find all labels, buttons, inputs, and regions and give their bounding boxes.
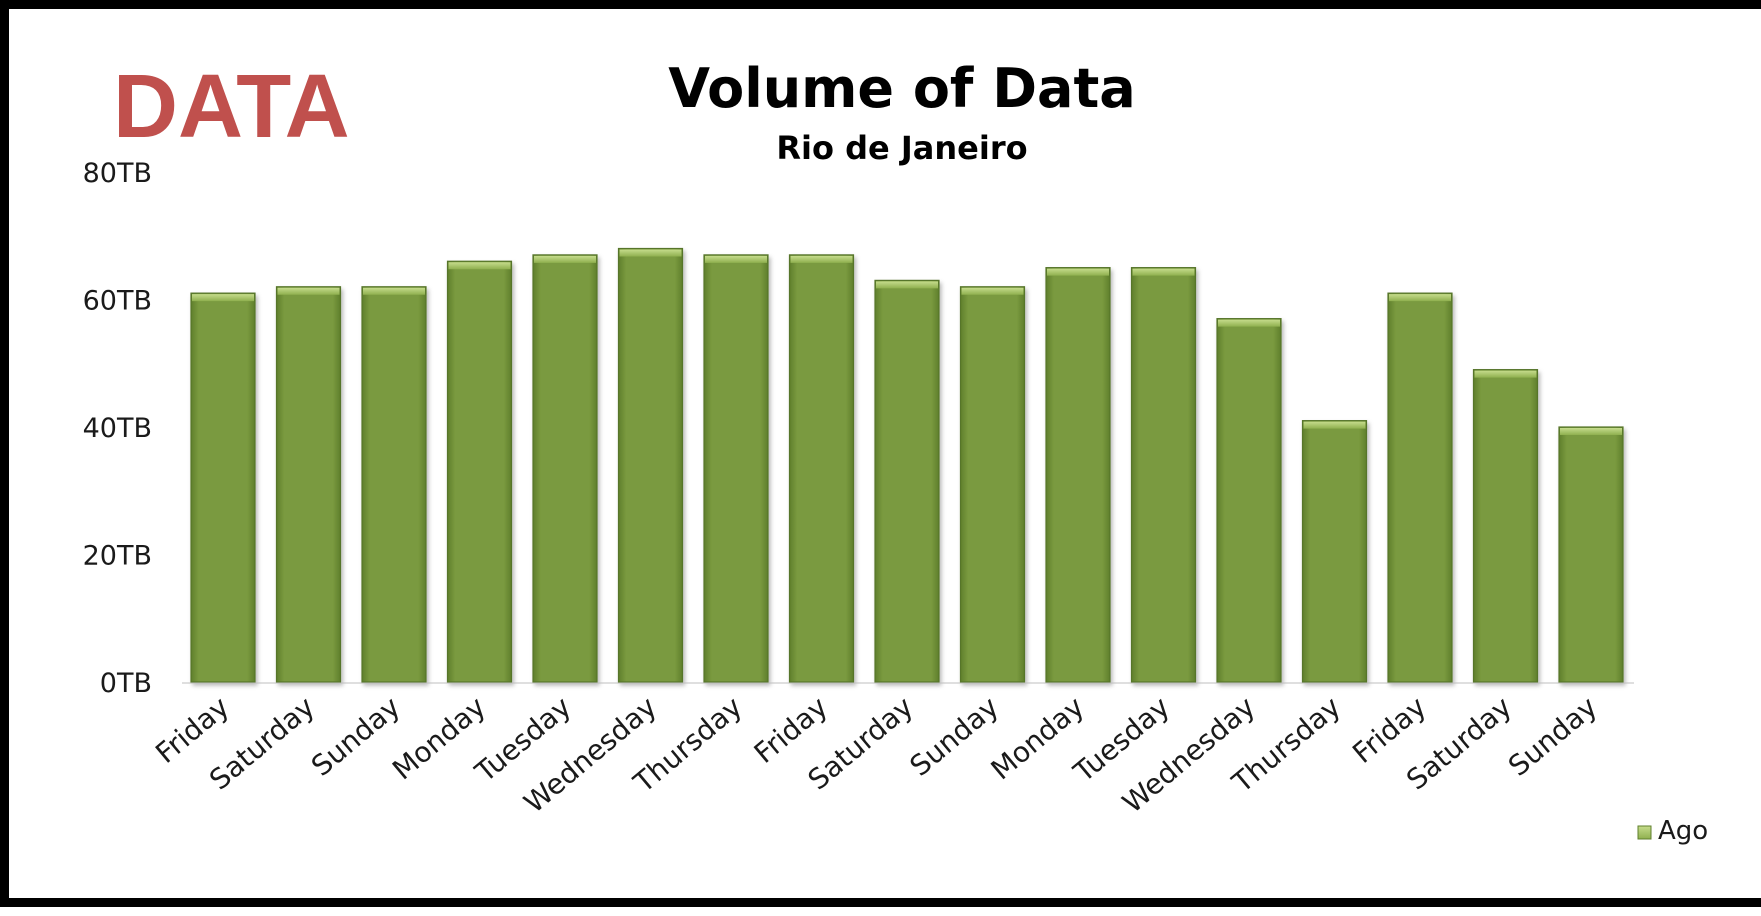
y-tick-label: 60TB (83, 286, 152, 317)
bar-body (1130, 267, 1197, 683)
bar-body (1216, 318, 1282, 683)
bar (617, 247, 684, 683)
bar (1387, 292, 1453, 683)
bar (532, 254, 598, 683)
bar-body (1387, 292, 1453, 683)
bar (1301, 420, 1368, 683)
bar (446, 260, 513, 683)
bar-body (446, 260, 513, 683)
bar (1045, 267, 1111, 683)
y-tick-label: 80TB (83, 158, 152, 189)
bar-body (190, 292, 256, 683)
bar-cap (876, 281, 938, 289)
bar (361, 286, 427, 683)
bar-cap (619, 249, 682, 257)
bar-chart: DATA Volume of Data Rio de Janeiro 0TB 20… (83, 57, 1709, 846)
bar-body (617, 247, 684, 683)
bar-body (703, 254, 769, 683)
y-tick-label: 0TB (100, 668, 152, 699)
bar-cap (363, 287, 425, 295)
bar-cap (1560, 428, 1622, 435)
x-tick-label: Sunday (1502, 690, 1603, 783)
bar (275, 286, 342, 683)
bar-cap (1389, 294, 1451, 302)
bar-cap (277, 287, 340, 295)
bar-body (1558, 426, 1624, 683)
y-tick-label: 20TB (83, 541, 152, 572)
bar (874, 279, 940, 683)
chart-subtitle: Rio de Janeiro (776, 129, 1027, 167)
chart-title: Volume of Data (668, 57, 1136, 120)
bar-cap (1218, 319, 1280, 327)
bar (190, 292, 256, 683)
bar-cap (1474, 370, 1537, 378)
brand-logo-text: DATA (113, 57, 350, 157)
bars (190, 247, 1624, 683)
bar-body (959, 286, 1026, 683)
bar-cap (1303, 421, 1366, 429)
bar (959, 286, 1026, 683)
x-axis: FridaySaturdaySundayMondayTuesdayWednesd… (149, 682, 1634, 820)
bar-cap (534, 255, 596, 263)
bar (1216, 318, 1282, 683)
bar-body (788, 254, 855, 683)
bar (1130, 267, 1197, 683)
bar-cap (961, 287, 1024, 295)
bar (1472, 369, 1539, 683)
y-axis: 0TB 20TB 40TB 60TB 80TB (83, 158, 152, 699)
legend: Ago (1637, 816, 1708, 846)
bar-cap (1047, 268, 1109, 276)
bar-cap (192, 294, 254, 302)
bar-body (275, 286, 342, 683)
bar-cap (790, 255, 853, 263)
bar-body (361, 286, 427, 683)
bar-cap (705, 255, 767, 263)
bar-cap (448, 262, 511, 270)
bar-body (1301, 420, 1368, 683)
y-tick-label: 40TB (83, 413, 152, 444)
bar-body (874, 279, 940, 683)
bar (788, 254, 855, 683)
legend-label: Ago (1658, 816, 1708, 846)
bar-body (1472, 369, 1539, 683)
bar (703, 254, 769, 683)
bar-body (1045, 267, 1111, 683)
legend-swatch (1637, 825, 1652, 840)
bar (1558, 426, 1624, 683)
bar-body (532, 254, 598, 683)
bar-cap (1132, 268, 1195, 276)
